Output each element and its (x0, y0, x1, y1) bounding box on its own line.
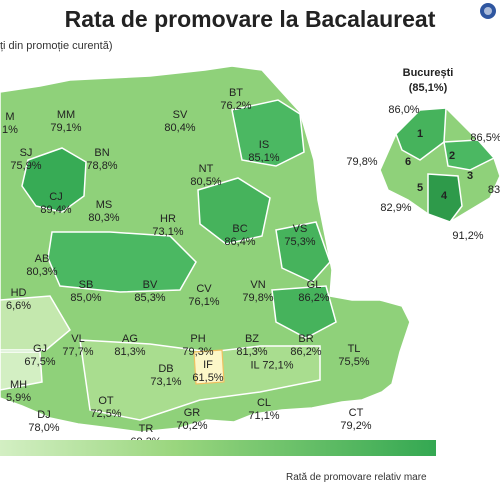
legend-high-label: Rată de promovare relativ mare (286, 472, 427, 483)
bucharest-total: (85,1%) (408, 82, 448, 94)
sector-value-3: 83 (487, 184, 500, 196)
bucharest-inset (379, 107, 500, 223)
region-gj (0, 295, 71, 351)
bucharest-name: București (402, 67, 454, 79)
sector-value-4: 91,2% (452, 230, 484, 242)
region-if (193, 349, 225, 385)
region-gl (275, 221, 331, 283)
sector-value-1: 86,0% (388, 104, 420, 116)
page-subtitle: ți din promoție curentă) (0, 40, 113, 52)
sector-value-6: 79,8% (346, 156, 378, 168)
bucharest-title: București (85,1%) (403, 66, 454, 96)
logo-icon (480, 3, 496, 19)
sector-value-5: 82,9% (380, 202, 412, 214)
sector-2-area (443, 139, 496, 171)
sector-4-area (427, 173, 463, 223)
region-is (231, 99, 305, 167)
region-sb-bv (47, 231, 197, 293)
region-br (271, 285, 337, 339)
country-outline (0, 65, 411, 433)
map-shapes (0, 65, 411, 433)
page-title: Rata de promovare la Bacalaureat (64, 6, 436, 32)
region-bc (197, 177, 271, 245)
legend-gradient-bar (0, 440, 436, 456)
sector-value-2: 86,5% (470, 132, 500, 144)
region-mh (0, 351, 43, 391)
region-cj (21, 147, 87, 213)
